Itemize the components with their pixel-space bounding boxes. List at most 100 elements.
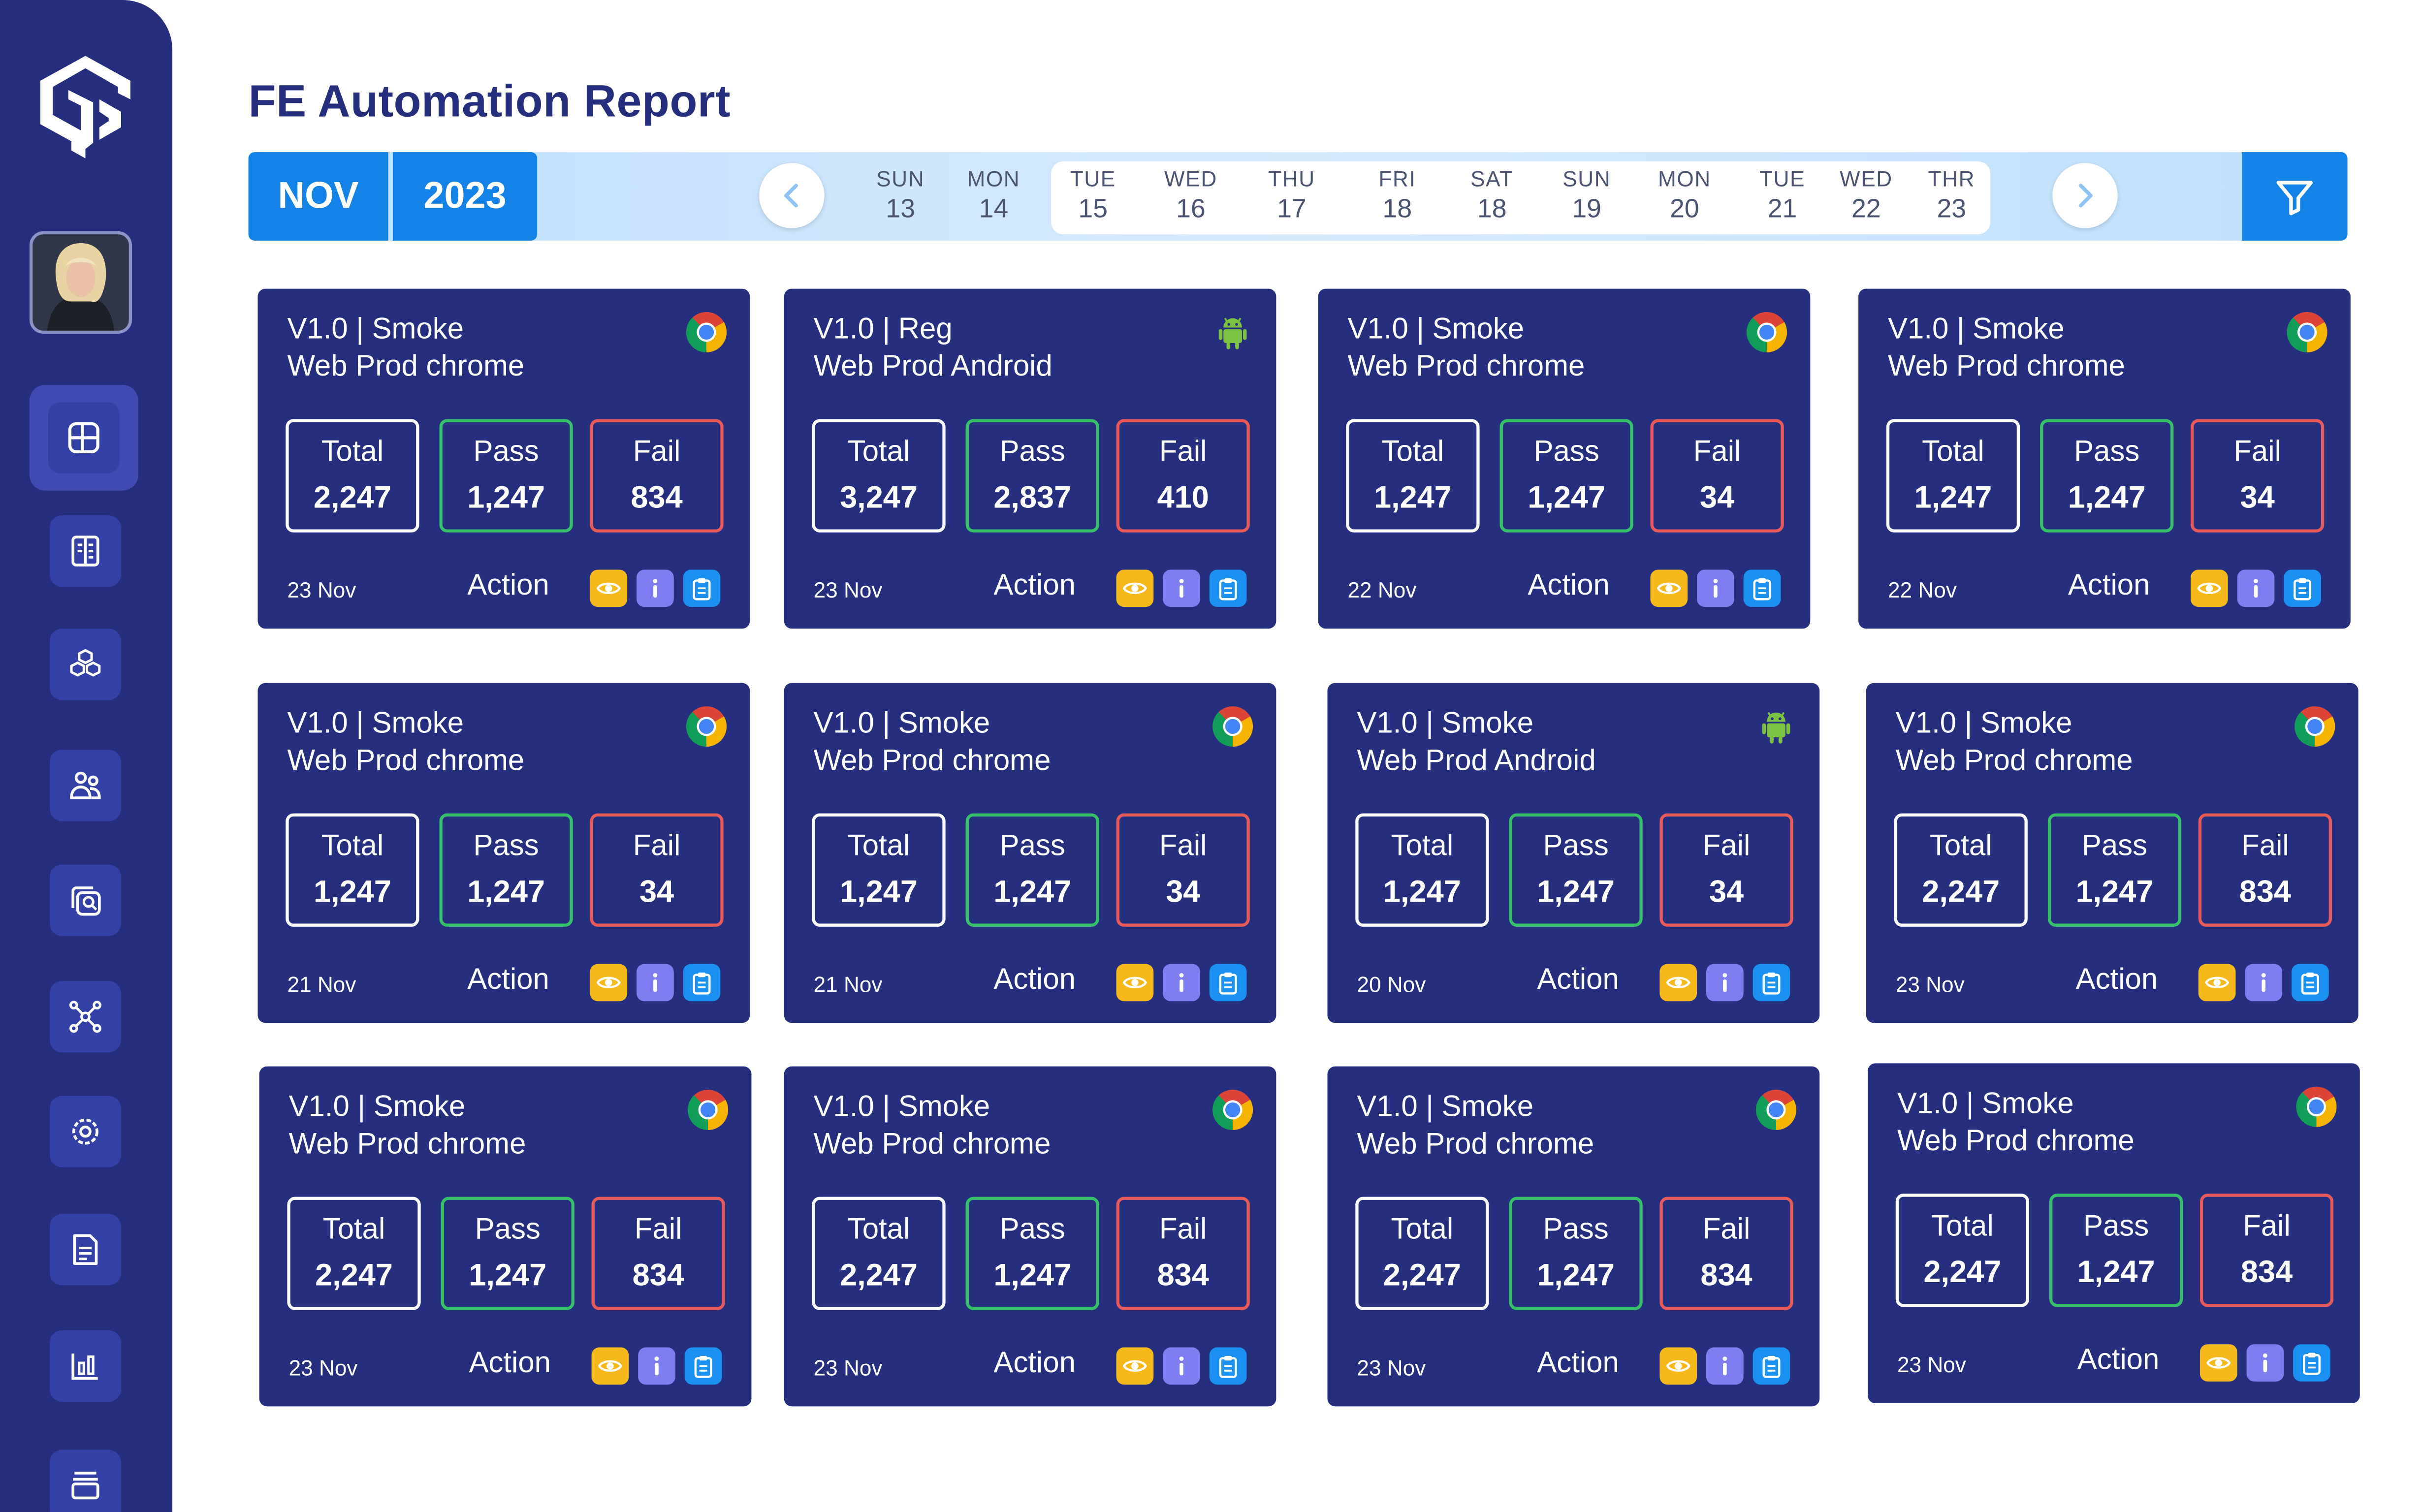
total-stat[interactable]: Total 2,247 (812, 1197, 946, 1310)
fail-stat[interactable]: Fail 34 (2191, 419, 2325, 533)
total-stat[interactable]: Total 1,247 (1886, 419, 2020, 533)
report-card[interactable]: V1.0 | Smoke Web Prod chrome Total 1,247 Pas… (257, 683, 750, 1023)
copy-report-button[interactable] (2293, 1344, 2330, 1382)
view-button[interactable] (1659, 1347, 1697, 1385)
pass-stat[interactable]: Pass 1,247 (439, 813, 573, 927)
day-sun-13[interactable]: SUN 13 (861, 164, 939, 226)
copy-report-button[interactable] (1753, 964, 1790, 1002)
view-button[interactable] (1116, 964, 1154, 1002)
info-button[interactable] (1163, 1347, 1200, 1385)
report-card[interactable]: V1.0 | Smoke Web Prod chrome Total 2,247 Pas… (784, 1066, 1276, 1407)
fail-stat[interactable]: Fail 34 (590, 813, 724, 927)
next-week-button[interactable] (2052, 163, 2118, 228)
copy-report-button[interactable] (1743, 569, 1781, 607)
fail-stat[interactable]: Fail 410 (1116, 419, 1250, 533)
fail-stat[interactable]: Fail 834 (591, 1197, 725, 1310)
fail-stat[interactable]: Fail 34 (1116, 813, 1250, 927)
copy-report-button[interactable] (2292, 964, 2329, 1002)
day-mon-14[interactable]: MON 14 (955, 164, 1033, 226)
view-button[interactable] (2199, 1344, 2237, 1382)
pass-stat[interactable]: Pass 1,247 (1509, 1197, 1643, 1310)
info-button[interactable] (2245, 964, 2283, 1002)
fail-stat[interactable]: Fail 834 (590, 419, 724, 533)
fail-stat[interactable]: Fail 834 (2198, 813, 2332, 927)
logo-icon[interactable] (34, 53, 136, 161)
report-card[interactable]: V1.0 | Smoke Web Prod chrome Total 2,247 Pas… (257, 288, 750, 629)
view-button[interactable] (1116, 569, 1154, 607)
view-button[interactable] (591, 1347, 629, 1385)
report-card[interactable]: V1.0 | Smoke Web Prod Android Total 1,247 Pa… (1327, 683, 1820, 1023)
total-stat[interactable]: Total 1,247 (1346, 419, 1480, 533)
total-stat[interactable]: Total 2,247 (1895, 1194, 2030, 1307)
day-fri-18[interactable]: FRI 18 (1359, 164, 1436, 226)
total-stat[interactable]: Total 3,247 (812, 419, 946, 533)
fail-stat[interactable]: Fail 834 (1116, 1197, 1250, 1310)
copy-report-button[interactable] (684, 1347, 722, 1385)
nav-network[interactable] (49, 981, 121, 1053)
day-thr-23[interactable]: THR 23 (1912, 164, 1990, 226)
report-card[interactable]: V1.0 | Smoke Web Prod chrome Total 1,247 Pas… (1318, 288, 1811, 629)
filter-button[interactable] (2242, 152, 2348, 241)
copy-report-button[interactable] (1209, 1347, 1247, 1385)
pass-stat[interactable]: Pass 1,247 (2049, 1194, 2183, 1307)
month-selector[interactable]: NOV (248, 152, 388, 241)
day-tue-21[interactable]: TUE 21 (1744, 164, 1821, 226)
day-sat-18[interactable]: SAT 18 (1453, 164, 1531, 226)
view-button[interactable] (590, 964, 628, 1002)
total-stat[interactable]: Total 1,247 (812, 813, 946, 927)
report-card[interactable]: V1.0 | Smoke Web Prod chrome Total 1,247 Pas… (1858, 288, 2351, 629)
copy-report-button[interactable] (1209, 964, 1247, 1002)
day-sun-19[interactable]: SUN 19 (1548, 164, 1625, 226)
view-button[interactable] (590, 569, 628, 607)
info-button[interactable] (638, 1347, 675, 1385)
day-wed-16[interactable]: WED 16 (1152, 164, 1230, 226)
pass-stat[interactable]: Pass 1,247 (439, 419, 573, 533)
info-button[interactable] (1706, 964, 1744, 1002)
pass-stat[interactable]: Pass 1,247 (2040, 419, 2174, 533)
report-card[interactable]: V1.0 | Smoke Web Prod chrome Total 2,247 Pas… (1866, 683, 2358, 1023)
info-button[interactable] (2246, 1344, 2284, 1382)
copy-report-button[interactable] (1753, 1347, 1790, 1385)
info-button[interactable] (2237, 569, 2275, 607)
nav-documents[interactable] (49, 1214, 121, 1286)
nav-users[interactable] (49, 750, 121, 821)
total-stat[interactable]: Total 1,247 (286, 813, 419, 927)
total-stat[interactable]: Total 2,247 (1355, 1197, 1489, 1310)
total-stat[interactable]: Total 1,247 (1355, 813, 1489, 927)
pass-stat[interactable]: Pass 1,247 (1509, 813, 1643, 927)
copy-report-button[interactable] (683, 569, 721, 607)
pass-stat[interactable]: Pass 1,247 (441, 1197, 574, 1310)
info-button[interactable] (1706, 1347, 1744, 1385)
day-tue-15[interactable]: TUE 15 (1054, 164, 1132, 226)
day-wed-22[interactable]: WED 22 (1827, 164, 1905, 226)
view-button[interactable] (1650, 569, 1688, 607)
info-button[interactable] (1163, 964, 1200, 1002)
nav-gallery[interactable] (49, 864, 121, 936)
nav-modules[interactable] (49, 629, 121, 700)
pass-stat[interactable]: Pass 1,247 (965, 1197, 1099, 1310)
report-card[interactable]: V1.0 | Smoke Web Prod chrome Total 1,247 Pas… (784, 683, 1276, 1023)
total-stat[interactable]: Total 2,247 (287, 1197, 421, 1310)
view-button[interactable] (2191, 569, 2228, 607)
copy-report-button[interactable] (2284, 569, 2321, 607)
info-button[interactable] (1163, 569, 1200, 607)
day-mon-20[interactable]: MON 20 (1646, 164, 1723, 226)
nav-analytics[interactable] (49, 1330, 121, 1402)
report-card[interactable]: V1.0 | Reg Web Prod Android Total 3,247 Pass… (784, 288, 1276, 629)
nav-settings[interactable] (49, 1096, 121, 1167)
report-card[interactable]: V1.0 | Smoke Web Prod chrome Total 2,247 Pas… (259, 1066, 752, 1407)
nav-archive[interactable] (49, 1449, 121, 1512)
prev-week-button[interactable] (759, 163, 825, 228)
avatar[interactable] (29, 231, 132, 334)
info-button[interactable] (1697, 569, 1734, 607)
view-button[interactable] (1659, 964, 1697, 1002)
view-button[interactable] (2198, 964, 2236, 1002)
year-selector[interactable]: 2023 (392, 152, 538, 241)
pass-stat[interactable]: Pass 1,247 (1499, 419, 1633, 533)
info-button[interactable] (637, 964, 674, 1002)
view-button[interactable] (1116, 1347, 1154, 1385)
total-stat[interactable]: Total 2,247 (1894, 813, 2028, 927)
fail-stat[interactable]: Fail 834 (1659, 1197, 1793, 1310)
copy-report-button[interactable] (1209, 569, 1247, 607)
pass-stat[interactable]: Pass 2,837 (965, 419, 1099, 533)
